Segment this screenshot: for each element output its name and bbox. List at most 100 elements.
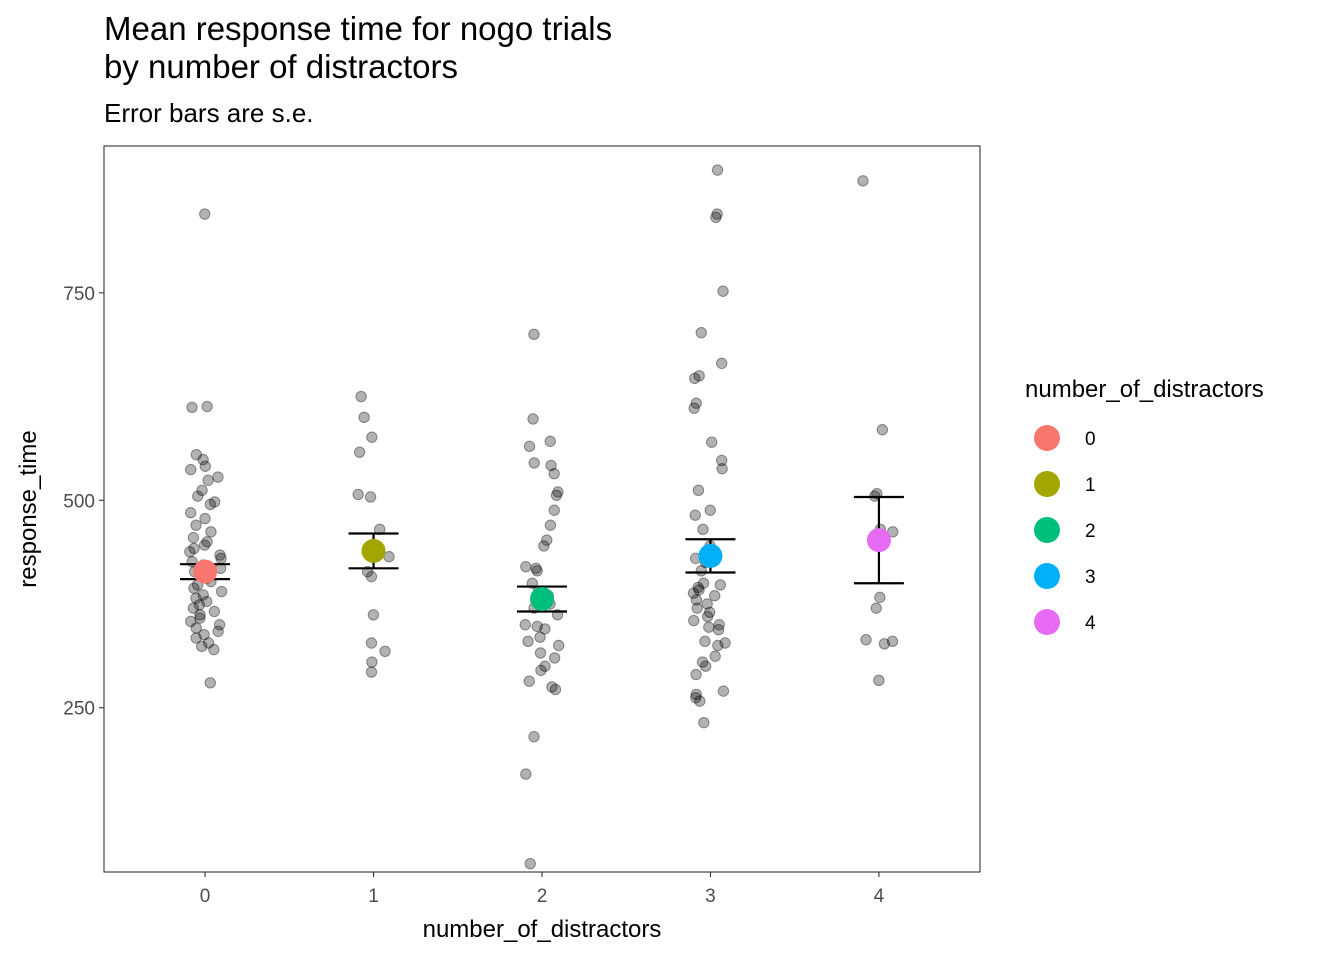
jitter-point: [873, 674, 885, 687]
jitter-point: [545, 459, 557, 472]
jitter-point: [692, 484, 705, 497]
x-axis-title: number_of_distractors: [423, 916, 662, 943]
jitter-point: [523, 440, 536, 453]
chart-title-line-2: by number of distractors: [104, 48, 458, 85]
jitter-point: [548, 504, 560, 516]
jitter-point: [534, 631, 546, 643]
mean-point: [530, 587, 554, 612]
jitter-point: [703, 621, 715, 633]
jitter-point: [692, 581, 704, 594]
jitter-point: [710, 211, 722, 224]
jitter-point: [205, 526, 217, 538]
jitter-point: [548, 652, 561, 664]
jitter-point: [690, 668, 702, 681]
jitter-point: [199, 460, 211, 472]
jitter-point: [711, 164, 724, 176]
jitter-point: [353, 446, 366, 458]
jitter-point: [693, 370, 705, 382]
jitter-point: [528, 731, 540, 743]
jitter-point: [712, 624, 725, 636]
jitter-point: [699, 635, 711, 648]
jitter-point: [365, 637, 378, 649]
jitter-point: [688, 614, 700, 627]
legend-key: [1034, 425, 1060, 451]
jitter-point: [201, 400, 213, 413]
x-tick-label: 4: [874, 886, 885, 907]
jitter-point: [215, 585, 228, 598]
jitter-point: [701, 610, 714, 623]
jitter-point: [522, 635, 534, 648]
jitter-point: [212, 625, 224, 638]
jitter-point: [539, 623, 551, 635]
jitter-point: [699, 660, 712, 672]
legend-label: 2: [1085, 521, 1096, 542]
mean-point: [193, 559, 218, 584]
jitter-point: [202, 474, 214, 487]
jitter-point: [870, 602, 882, 614]
legend-title: number_of_distractors: [1025, 376, 1264, 403]
mean-points: [193, 528, 891, 612]
jitter-point: [200, 595, 213, 608]
jitter-point: [693, 584, 705, 596]
jitter-point: [188, 582, 200, 594]
legend-key: [1034, 471, 1060, 497]
jitter-point: [204, 498, 217, 511]
legend-entry: 3: [1034, 563, 1096, 589]
jitter-point: [690, 594, 703, 606]
jitter-point: [190, 448, 203, 461]
mean-point: [866, 528, 891, 553]
jitter-point: [523, 675, 535, 687]
legend: number_of_distractors 0 1 2 3 4: [1025, 376, 1264, 635]
jitter-point: [546, 681, 558, 693]
jitter-point: [701, 598, 713, 610]
jitter-points: [184, 164, 899, 870]
jitter-point: [688, 402, 700, 414]
jitter-point: [714, 579, 727, 591]
jitter-point: [366, 656, 378, 668]
jitter-point: [528, 457, 540, 469]
x-tick-label: 3: [705, 886, 716, 907]
jitter-point: [204, 677, 216, 689]
jitter-point: [201, 536, 213, 548]
jitter-point: [519, 619, 531, 631]
jitter-point: [208, 496, 221, 508]
jitter-point: [695, 326, 707, 339]
jitter-point: [215, 552, 227, 565]
jitter-point: [541, 534, 553, 546]
jitter-point: [365, 570, 378, 583]
jitter-point: [878, 638, 891, 650]
x-axis: 0 1 2 3 4: [200, 872, 885, 907]
jitter-point: [716, 463, 728, 475]
jitter-point: [193, 599, 206, 611]
jitter-point: [365, 666, 378, 678]
jitter-point: [690, 692, 702, 704]
x-tick-label: 2: [537, 886, 548, 907]
jitter-point: [687, 587, 700, 599]
jitter-point: [719, 637, 731, 649]
mean-point: [698, 543, 723, 568]
jitter-point: [198, 539, 211, 551]
legend-key: [1034, 563, 1060, 589]
jitter-point: [190, 622, 202, 634]
jitter-point: [544, 435, 556, 448]
jitter-point: [528, 328, 540, 341]
jitter-point: [190, 519, 202, 531]
legend-entry: 1: [1034, 471, 1096, 497]
jitter-point: [197, 589, 209, 601]
jitter-point: [192, 490, 204, 502]
jitter-point: [704, 606, 716, 618]
chart-subtitle: Error bars are s.e.: [104, 98, 314, 128]
legend-key: [1034, 609, 1060, 635]
jitter-point: [358, 411, 370, 424]
jitter-point: [860, 633, 872, 646]
y-tick-label: 750: [63, 284, 95, 305]
jitter-point: [689, 372, 701, 385]
jitter-point: [706, 436, 718, 448]
legend-label: 4: [1085, 613, 1096, 634]
jitter-point: [535, 664, 547, 677]
jitter-point: [717, 685, 730, 697]
legend-entries: 0 1 2 3 4: [1034, 425, 1096, 635]
x-tick-label: 0: [200, 886, 211, 907]
jitter-point: [520, 560, 532, 573]
jitter-point: [695, 565, 707, 577]
